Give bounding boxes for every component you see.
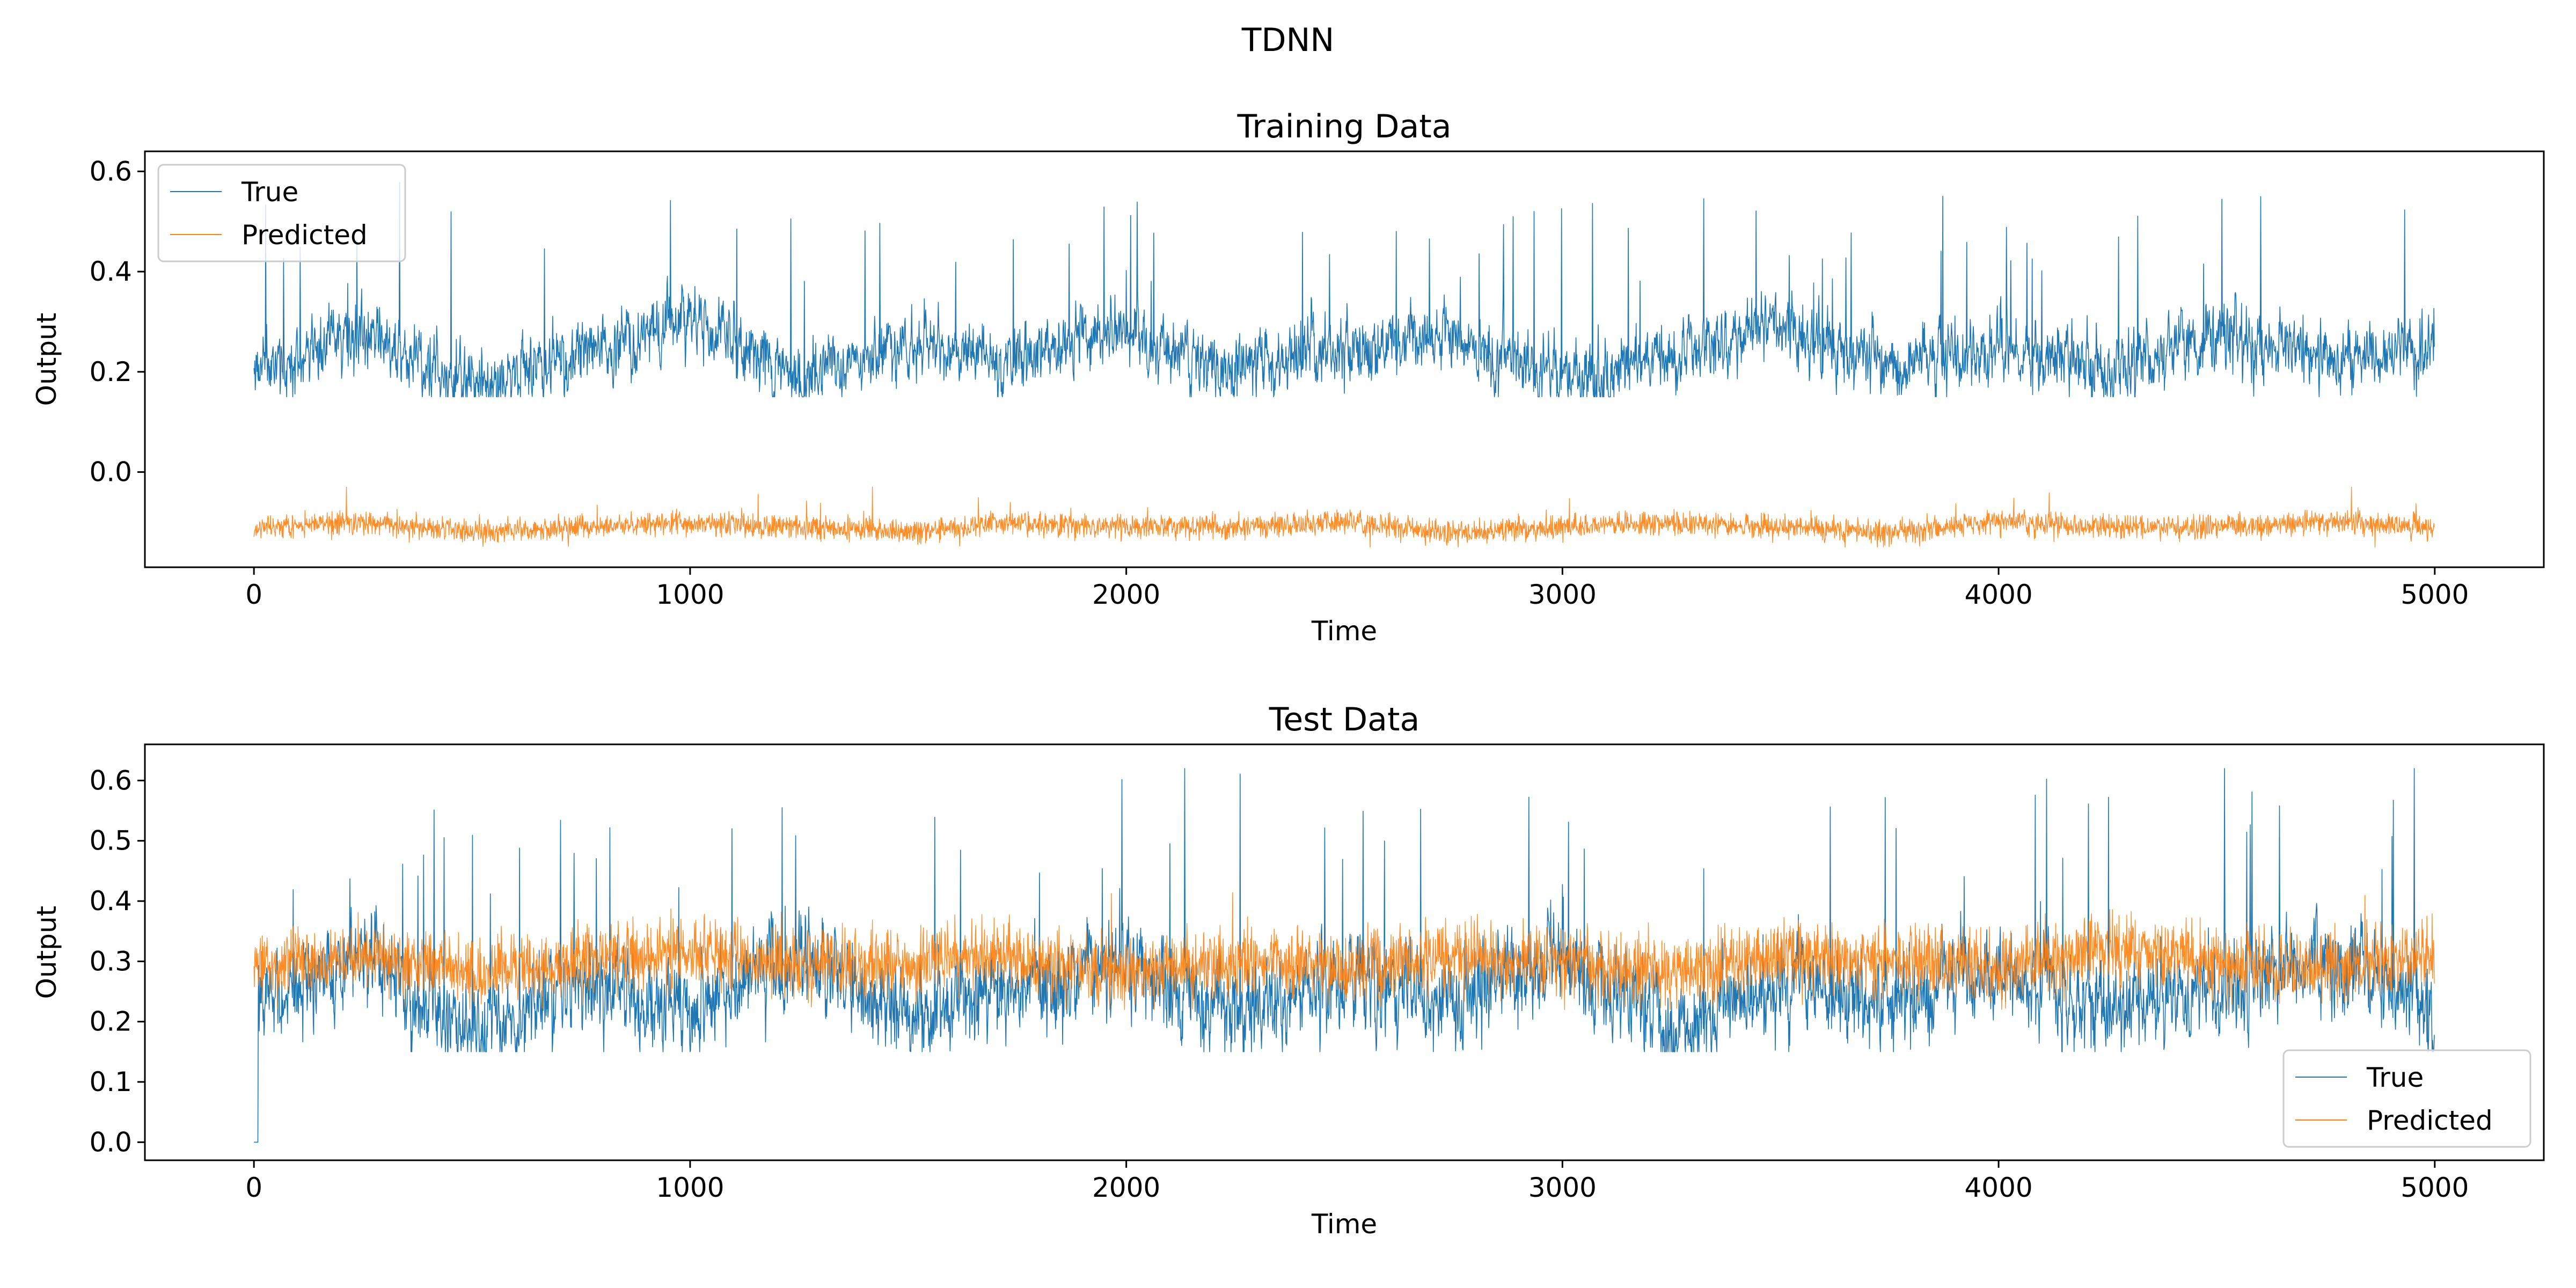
x-tick-label: 0	[245, 1172, 262, 1203]
figure-suptitle: TDNN	[1241, 21, 1335, 59]
y-tick-label: 0.0	[89, 457, 132, 488]
subplot-1: Training Data 0 1000 2000 3000 4000 5000 0.0 0.2…	[31, 108, 2545, 647]
series-line-true	[253, 182, 2435, 398]
x-tick-label: 4000	[1964, 1172, 2032, 1203]
x-tick-label: 4000	[1964, 579, 2032, 610]
x-tick-label: 2000	[1092, 579, 1160, 610]
series-line-true	[254, 768, 2435, 1143]
subplots: Training Data 0 1000 2000 3000 4000 5000 0.0 0.2…	[31, 108, 2545, 1240]
y-tick-label: 0.0	[89, 1126, 132, 1158]
y-tick-label: 0.5	[89, 825, 132, 857]
series-group	[253, 768, 2435, 1143]
x-tick-label: 1000	[656, 579, 724, 610]
x-axis-label: Time	[1311, 616, 1377, 647]
legend-box	[2282, 1049, 2531, 1148]
legend: True Predicted	[157, 164, 406, 262]
y-tick-label: 0.2	[89, 1006, 132, 1037]
series-line-predicted	[253, 486, 2435, 548]
legend-box	[157, 164, 406, 262]
x-tick-label: 3000	[1528, 579, 1597, 610]
x-tick-label: 3000	[1528, 1172, 1597, 1203]
subplot-title: Training Data	[1236, 108, 1451, 145]
x-axis-label: Time	[1311, 1209, 1377, 1240]
x-tick-label: 0	[245, 579, 262, 610]
y-tick-label: 0.6	[89, 156, 132, 187]
legend-label: Predicted	[241, 219, 368, 251]
y-tick-label: 0.3	[89, 946, 132, 977]
subplot-2: Test Data 0 1000 2000 3000 4000 5000 0.0 0.1 0.2 0…	[31, 701, 2545, 1240]
y-tick-label: 0.4	[89, 885, 132, 917]
series-group	[253, 182, 2435, 548]
subplot-title: Test Data	[1269, 701, 1420, 738]
y-tick-label: 0.6	[89, 765, 132, 796]
x-tick-label: 2000	[1092, 1172, 1160, 1203]
y-tick-label: 0.1	[89, 1066, 132, 1097]
axes-frame	[144, 150, 2545, 568]
legend-label: True	[241, 177, 298, 208]
y-tick-label: 0.4	[89, 256, 132, 287]
legend-label: Predicted	[2367, 1105, 2493, 1136]
series-line-predicted	[253, 892, 2435, 1010]
legend: True Predicted	[2282, 1049, 2531, 1148]
x-tick-label: 1000	[656, 1172, 724, 1203]
y-axis-label: Output	[31, 906, 62, 999]
x-tick-label: 5000	[2401, 1172, 2469, 1203]
axes-frame	[144, 743, 2545, 1161]
x-tick-label: 5000	[2401, 579, 2469, 610]
y-axis-label: Output	[31, 313, 62, 406]
y-tick-label: 0.2	[89, 356, 132, 387]
legend-label: True	[2366, 1062, 2424, 1093]
